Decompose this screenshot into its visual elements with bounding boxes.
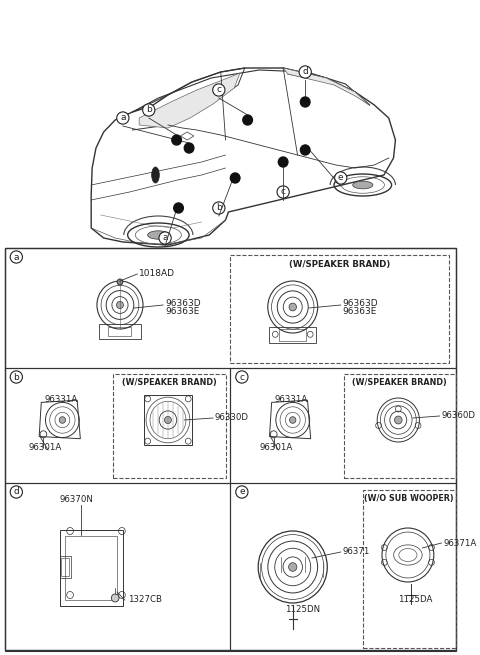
Text: 96371: 96371 bbox=[343, 548, 370, 557]
Text: 1125DN: 1125DN bbox=[285, 605, 320, 614]
Text: (W/O SUB WOOPER): (W/O SUB WOOPER) bbox=[364, 495, 454, 504]
Text: a: a bbox=[13, 252, 19, 261]
Text: c: c bbox=[281, 187, 286, 196]
Circle shape bbox=[278, 157, 288, 167]
Circle shape bbox=[230, 173, 240, 183]
Circle shape bbox=[300, 145, 310, 155]
Circle shape bbox=[288, 563, 297, 571]
Text: 96363D: 96363D bbox=[165, 299, 201, 307]
Text: a: a bbox=[120, 113, 126, 122]
Ellipse shape bbox=[289, 417, 296, 423]
Text: 96301A: 96301A bbox=[259, 443, 292, 453]
Circle shape bbox=[117, 279, 123, 285]
Text: 1018AD: 1018AD bbox=[139, 269, 175, 278]
Bar bbox=[279, 329, 306, 341]
Text: d: d bbox=[302, 67, 308, 77]
Circle shape bbox=[300, 97, 310, 107]
Text: (W/SPEAKER BRAND): (W/SPEAKER BRAND) bbox=[352, 377, 447, 386]
Polygon shape bbox=[283, 68, 370, 105]
Text: e: e bbox=[338, 174, 344, 183]
Text: 96363E: 96363E bbox=[343, 307, 377, 316]
Bar bbox=[99, 324, 141, 339]
Text: c: c bbox=[240, 373, 244, 381]
Bar bbox=[344, 374, 456, 478]
Text: 1327CB: 1327CB bbox=[128, 595, 162, 605]
Text: 96331A: 96331A bbox=[275, 396, 308, 405]
Text: b: b bbox=[13, 373, 19, 381]
Circle shape bbox=[111, 594, 119, 602]
Ellipse shape bbox=[152, 167, 159, 183]
Bar bbox=[108, 327, 132, 336]
Bar bbox=[144, 395, 192, 445]
Bar bbox=[363, 490, 456, 648]
Circle shape bbox=[184, 143, 194, 153]
Bar bbox=[230, 483, 456, 651]
Text: b: b bbox=[216, 204, 222, 212]
Circle shape bbox=[172, 135, 181, 145]
Bar bbox=[5, 248, 456, 650]
Text: (W/SPEAKER BRAND): (W/SPEAKER BRAND) bbox=[121, 377, 216, 386]
Circle shape bbox=[243, 115, 252, 125]
Text: e: e bbox=[239, 487, 245, 496]
Text: 96331A: 96331A bbox=[44, 396, 77, 405]
Circle shape bbox=[165, 417, 171, 424]
Ellipse shape bbox=[148, 231, 169, 239]
Bar bbox=[113, 374, 226, 478]
Text: b: b bbox=[146, 105, 152, 115]
Bar bbox=[230, 255, 449, 363]
Text: 1125DA: 1125DA bbox=[398, 595, 432, 605]
Bar bbox=[269, 326, 316, 343]
Ellipse shape bbox=[59, 417, 66, 423]
Circle shape bbox=[289, 303, 297, 311]
Text: d: d bbox=[13, 487, 19, 496]
Text: 96301A: 96301A bbox=[29, 443, 62, 453]
Text: 96371A: 96371A bbox=[444, 538, 477, 548]
Text: 96363D: 96363D bbox=[343, 299, 378, 307]
Bar bbox=[230, 368, 456, 483]
Circle shape bbox=[117, 301, 123, 309]
Bar bbox=[5, 368, 230, 483]
Polygon shape bbox=[139, 73, 240, 128]
Text: 96370N: 96370N bbox=[60, 495, 94, 504]
Bar bbox=[5, 483, 230, 651]
Text: a: a bbox=[162, 233, 168, 242]
Text: 96363E: 96363E bbox=[165, 307, 200, 316]
Circle shape bbox=[395, 416, 402, 424]
Bar bbox=[61, 558, 69, 576]
Text: 96330D: 96330D bbox=[215, 413, 249, 422]
Ellipse shape bbox=[353, 181, 373, 189]
Bar bbox=[60, 556, 71, 578]
Circle shape bbox=[174, 203, 183, 213]
Text: c: c bbox=[216, 86, 221, 94]
Bar bbox=[5, 248, 456, 368]
Text: 96360D: 96360D bbox=[442, 411, 476, 421]
Text: (W/SPEAKER BRAND): (W/SPEAKER BRAND) bbox=[289, 261, 390, 269]
